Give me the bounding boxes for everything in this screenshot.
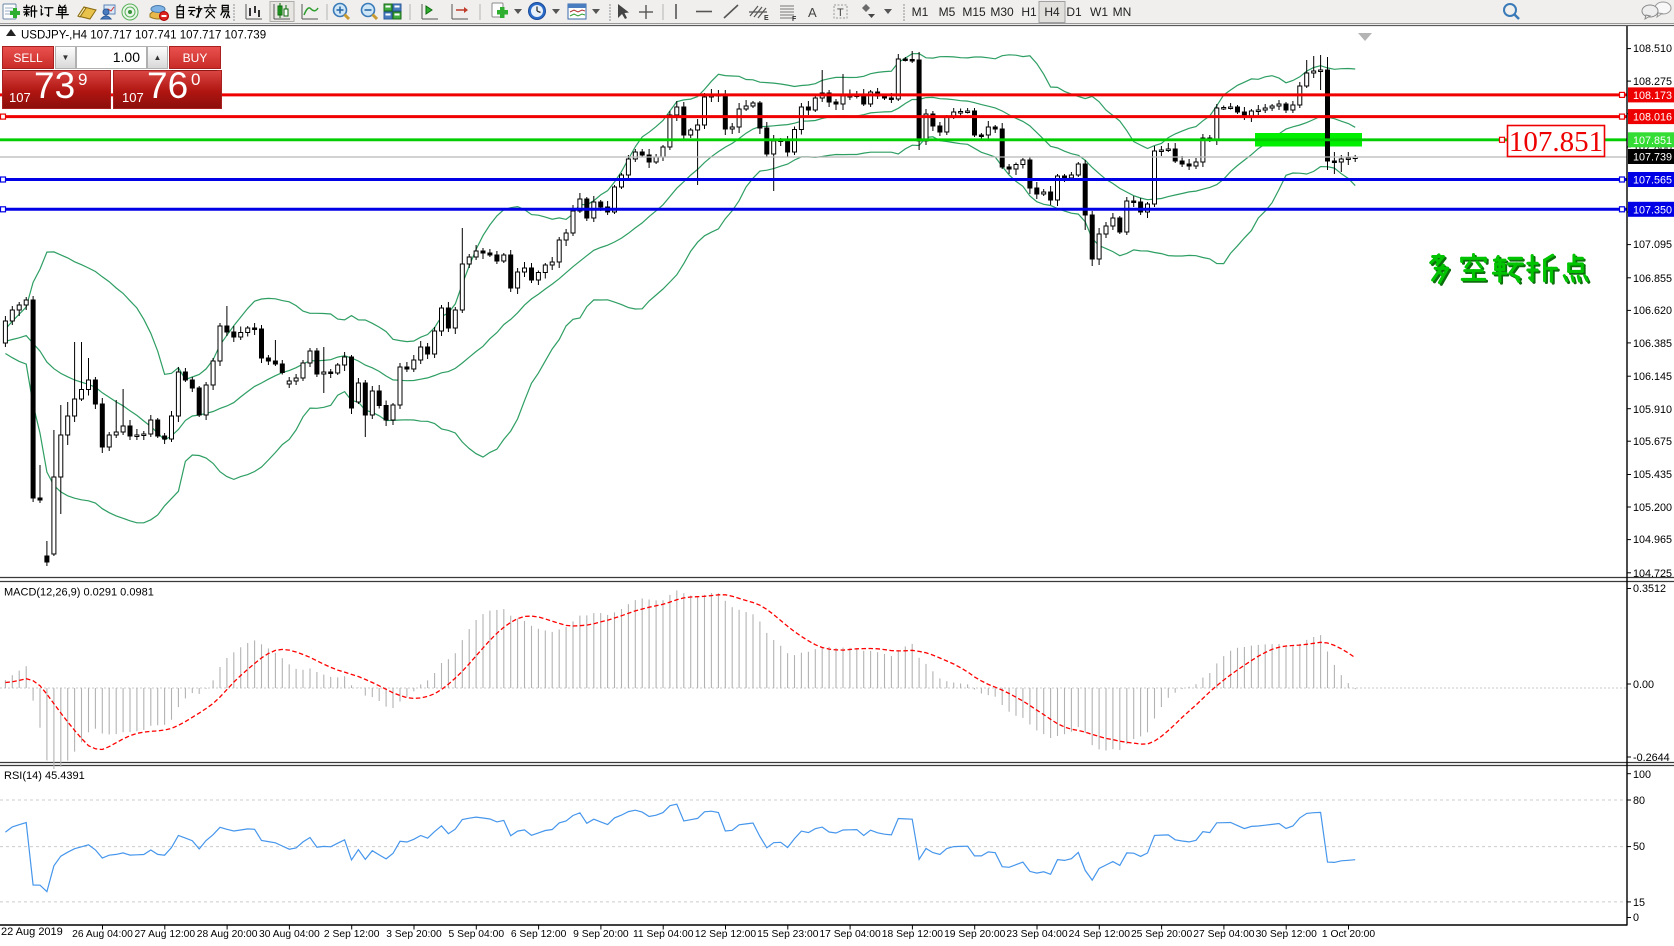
- svg-text:108.016: 108.016: [1633, 112, 1672, 124]
- svg-text:106.620: 106.620: [1633, 305, 1672, 317]
- svg-text:30 Sep 12:00: 30 Sep 12:00: [1256, 929, 1318, 940]
- svg-text:2 Sep 12:00: 2 Sep 12:00: [324, 929, 380, 940]
- svg-text:15: 15: [1633, 897, 1645, 909]
- svg-text:50: 50: [1633, 841, 1645, 853]
- svg-text:108.275: 108.275: [1633, 76, 1672, 88]
- svg-text:USDJPY-,H4 107.717 107.741 10: USDJPY-,H4 107.717 107.741 107.717 107.7…: [21, 30, 266, 42]
- svg-text:107.095: 107.095: [1633, 239, 1672, 251]
- svg-text:H4: H4: [1044, 5, 1060, 19]
- svg-text:MN: MN: [1113, 5, 1132, 19]
- svg-text:106.855: 106.855: [1633, 273, 1672, 285]
- svg-text:27 Aug 12:00: 27 Aug 12:00: [134, 929, 195, 940]
- svg-text:6 Sep 12:00: 6 Sep 12:00: [511, 929, 567, 940]
- svg-text:M15: M15: [962, 5, 986, 19]
- svg-text:3 Sep 20:00: 3 Sep 20:00: [386, 929, 442, 940]
- svg-text:107.851: 107.851: [1509, 126, 1603, 158]
- svg-text:17 Sep 04:00: 17 Sep 04:00: [819, 929, 881, 940]
- svg-text:MACD(12,26,9) 0.0291 0.0981: MACD(12,26,9) 0.0291 0.0981: [4, 587, 154, 599]
- svg-text:-0.2644: -0.2644: [1633, 752, 1670, 764]
- svg-text:M5: M5: [939, 5, 956, 19]
- svg-text:M30: M30: [990, 5, 1014, 19]
- svg-text:25 Sep 20:00: 25 Sep 20:00: [1131, 929, 1193, 940]
- svg-text:30 Aug 04:00: 30 Aug 04:00: [259, 929, 320, 940]
- svg-text:0: 0: [1633, 912, 1639, 924]
- svg-text:26 Aug 04:00: 26 Aug 04:00: [72, 929, 133, 940]
- svg-text:22 Aug 2019: 22 Aug 2019: [1, 926, 63, 938]
- svg-text:9 Sep 20:00: 9 Sep 20:00: [573, 929, 629, 940]
- svg-text:1 Oct 20:00: 1 Oct 20:00: [1322, 929, 1376, 940]
- svg-text:105.200: 105.200: [1633, 502, 1672, 514]
- svg-text:106.145: 106.145: [1633, 371, 1672, 383]
- svg-text:5 Sep 04:00: 5 Sep 04:00: [449, 929, 505, 940]
- svg-text:107.350: 107.350: [1633, 204, 1672, 216]
- svg-text:D1: D1: [1066, 5, 1082, 19]
- svg-text:104.965: 104.965: [1633, 534, 1672, 546]
- svg-text:108.173: 108.173: [1633, 90, 1672, 102]
- svg-text:RSI(14) 45.4391: RSI(14) 45.4391: [4, 770, 85, 782]
- svg-text:H1: H1: [1021, 5, 1037, 19]
- svg-text:24 Sep 12:00: 24 Sep 12:00: [1069, 929, 1131, 940]
- svg-text:27 Sep 04:00: 27 Sep 04:00: [1193, 929, 1255, 940]
- svg-text:19 Sep 20:00: 19 Sep 20:00: [944, 929, 1006, 940]
- svg-text:0.00: 0.00: [1633, 679, 1654, 691]
- svg-text:15 Sep 23:00: 15 Sep 23:00: [757, 929, 819, 940]
- svg-text:105.675: 105.675: [1633, 436, 1672, 448]
- svg-text:M1: M1: [912, 5, 929, 19]
- svg-text:F: F: [792, 16, 797, 23]
- svg-text:23 Sep 04:00: 23 Sep 04:00: [1006, 929, 1068, 940]
- svg-text:18 Sep 12:00: 18 Sep 12:00: [882, 929, 944, 940]
- svg-text:12 Sep 12:00: 12 Sep 12:00: [695, 929, 757, 940]
- svg-text:A: A: [808, 5, 817, 20]
- svg-text:100: 100: [1633, 769, 1651, 781]
- svg-text:107.565: 107.565: [1633, 175, 1672, 187]
- svg-text:80: 80: [1633, 795, 1645, 807]
- svg-text:E: E: [764, 15, 769, 22]
- svg-text:108.510: 108.510: [1633, 43, 1672, 55]
- svg-text:105.435: 105.435: [1633, 469, 1672, 481]
- svg-text:105.910: 105.910: [1633, 404, 1672, 416]
- svg-text:0.3512: 0.3512: [1633, 583, 1666, 595]
- svg-text:107.739: 107.739: [1633, 152, 1672, 164]
- svg-text:104.725: 104.725: [1633, 568, 1672, 580]
- svg-text:106.385: 106.385: [1633, 338, 1672, 350]
- svg-text:W1: W1: [1090, 5, 1108, 19]
- svg-text:28 Aug 20:00: 28 Aug 20:00: [197, 929, 258, 940]
- svg-text:T: T: [837, 7, 844, 19]
- svg-text:107.851: 107.851: [1633, 135, 1672, 147]
- svg-text:11 Sep 04:00: 11 Sep 04:00: [633, 929, 694, 940]
